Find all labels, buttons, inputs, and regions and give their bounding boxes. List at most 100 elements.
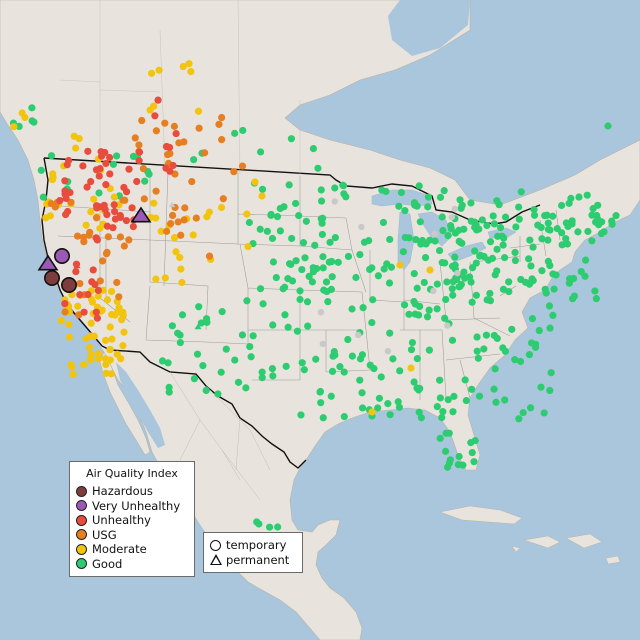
monitor-marker <box>256 285 265 293</box>
monitor-marker <box>540 409 548 417</box>
monitor-marker <box>405 234 413 242</box>
monitor-marker <box>269 372 277 380</box>
monitor-marker <box>436 434 444 442</box>
monitor-marker <box>439 226 447 235</box>
baja-california <box>99 351 151 456</box>
monitor-marker <box>374 272 382 280</box>
monitor-marker <box>612 212 620 220</box>
monitor-marker <box>568 220 576 228</box>
monitor-marker <box>164 151 172 159</box>
monitor-marker <box>217 368 225 376</box>
monitor-marker <box>202 315 211 323</box>
legend-item-moderate: Moderate <box>76 542 188 557</box>
monitor-marker <box>88 332 97 340</box>
monitor-marker <box>244 243 252 251</box>
monitor-marker <box>417 240 425 248</box>
monitor-marker <box>411 201 419 209</box>
monitor-marker <box>67 198 75 206</box>
monitor-marker <box>106 346 114 354</box>
gulf-of-california <box>116 362 165 448</box>
monitor-marker <box>70 132 78 140</box>
monitor-marker <box>581 256 590 264</box>
monitor-marker <box>314 164 322 172</box>
monitor-marker <box>413 355 421 363</box>
monitor-marker <box>565 279 573 287</box>
monitor-marker <box>140 195 148 203</box>
monitor-marker <box>558 201 566 210</box>
monitor-marker <box>187 68 195 76</box>
monitor-marker <box>87 319 95 327</box>
monitor-marker <box>331 198 338 205</box>
monitor-marker <box>102 159 110 168</box>
monitor-marker <box>408 338 417 347</box>
monitor-marker <box>538 235 546 243</box>
monitor-marker <box>269 321 277 329</box>
monitor-marker <box>242 384 250 392</box>
monitor-marker <box>200 149 209 157</box>
monitor-marker <box>322 278 331 286</box>
legend-item-good: Good <box>76 557 188 572</box>
monitor-marker <box>245 218 253 227</box>
monitor-marker <box>344 335 352 344</box>
monitor-marker <box>103 222 111 230</box>
triangle-icon <box>210 554 222 566</box>
mexico-boundaries <box>169 371 271 501</box>
monitor-marker <box>552 271 560 279</box>
monitor-marker <box>258 185 267 193</box>
monitor-marker <box>276 227 284 235</box>
monitor-marker <box>76 279 84 288</box>
monitor-marker <box>279 285 287 293</box>
monitor-marker <box>87 351 95 359</box>
monitor-marker <box>101 355 110 363</box>
monitor-marker <box>95 172 103 180</box>
monitor-marker <box>457 204 465 212</box>
monitor-marker <box>448 213 455 221</box>
monitor-marker <box>401 207 409 215</box>
monitor-marker <box>39 193 47 201</box>
monitor-marker <box>426 266 434 274</box>
monitor-marker <box>449 291 457 299</box>
monitor-marker <box>491 365 499 373</box>
monitor-marker <box>152 187 160 195</box>
monitor-marker <box>468 298 476 306</box>
monitor-marker <box>122 216 131 225</box>
monitor-marker <box>583 191 591 199</box>
monitor-marker <box>356 376 364 384</box>
monitor-marker <box>352 273 360 282</box>
monitor-marker <box>433 403 441 411</box>
monitor-marker <box>405 310 413 318</box>
monitor-marker <box>128 204 136 212</box>
monitor-marker <box>344 252 353 261</box>
monitor-marker <box>448 336 457 344</box>
monitor-marker <box>61 308 69 316</box>
monitor-marker <box>369 296 377 304</box>
monitor-marker <box>87 208 95 216</box>
monitor-marker <box>145 170 153 178</box>
monitor-marker <box>174 218 182 226</box>
monitor-marker <box>42 214 50 222</box>
monitor-marker <box>230 168 238 176</box>
monitor-marker <box>420 278 428 287</box>
monitor-marker <box>256 225 264 233</box>
monitor-marker <box>10 123 18 131</box>
monitor-marker <box>268 364 277 373</box>
monitor-marker <box>106 323 114 331</box>
monitor-marker <box>368 318 376 327</box>
monitor-marker <box>359 304 367 312</box>
monitor-marker <box>462 396 470 405</box>
monitor-marker <box>120 242 128 250</box>
monitor-marker <box>103 296 112 304</box>
monitor-marker <box>490 385 498 393</box>
monitor-marker <box>303 298 312 306</box>
monitor-marker <box>168 322 176 330</box>
monitor-marker <box>176 253 184 262</box>
monitor-marker <box>73 262 81 269</box>
monitor-marker <box>486 238 495 246</box>
monitor-marker <box>243 297 251 305</box>
monitor-marker <box>263 227 271 235</box>
monitor-marker <box>166 167 174 175</box>
monitor-marker <box>258 374 266 382</box>
unhealthy-swatch <box>76 514 87 526</box>
legend-label: Moderate <box>92 542 147 557</box>
monitor-marker <box>48 176 57 184</box>
